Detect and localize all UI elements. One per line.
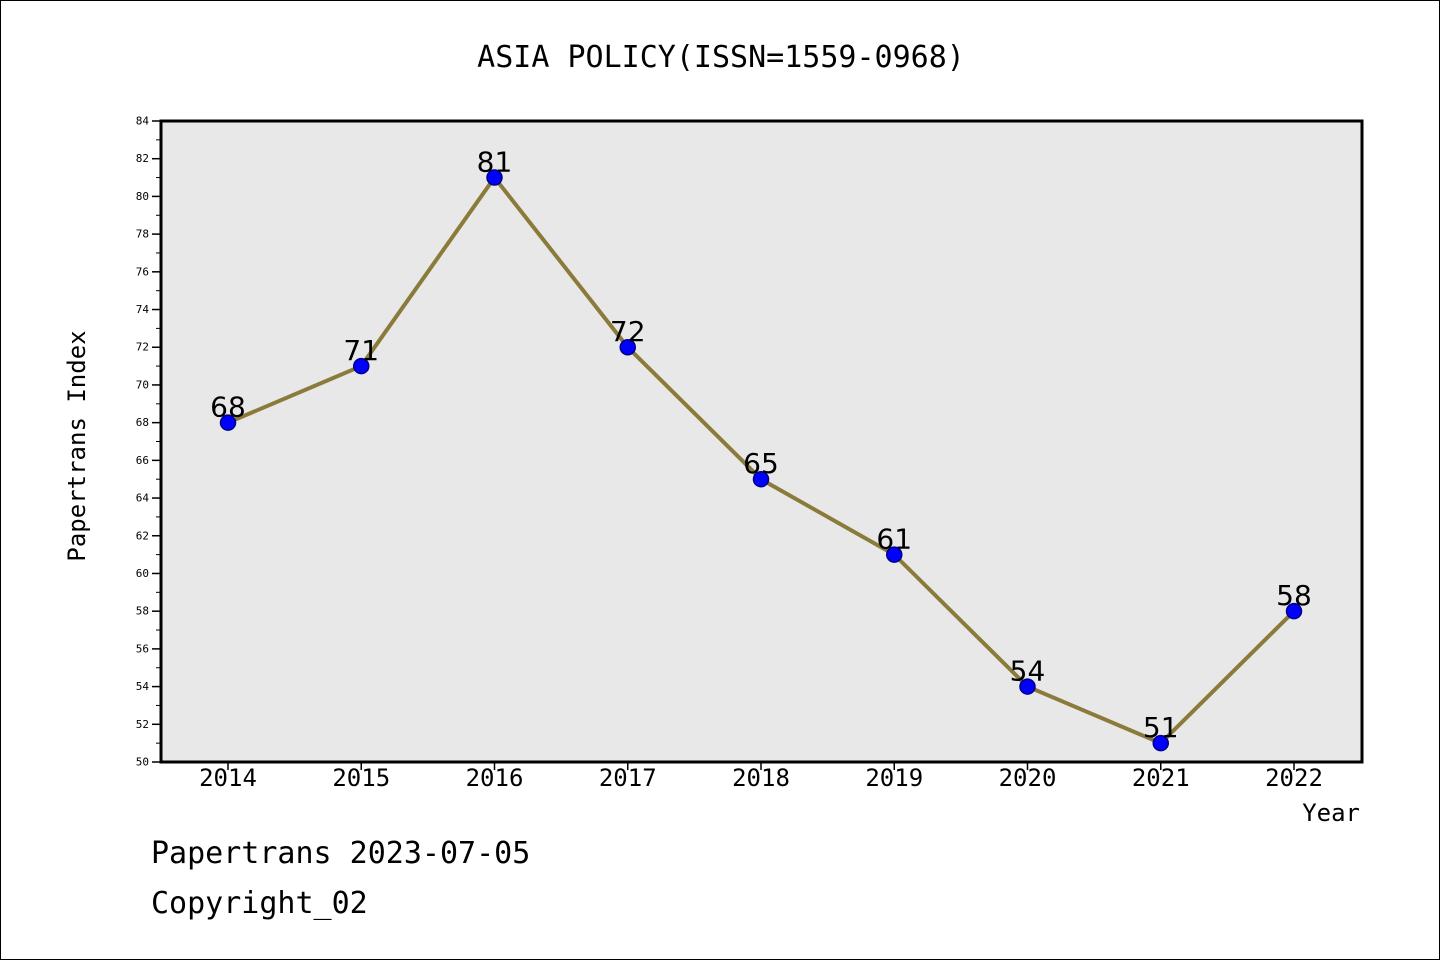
chart-title: ASIA POLICY(ISSN=1559-0968): [477, 40, 965, 75]
y-tick-label: 80: [136, 190, 149, 203]
y-tick-label: 56: [136, 642, 149, 655]
plot-area: [159, 119, 1364, 764]
y-tick-label: 84: [136, 115, 150, 128]
y-tick-label: 66: [136, 454, 149, 467]
y-tick-label: 76: [136, 265, 149, 278]
y-tick-label: 50: [136, 756, 149, 769]
x-tick-label: 2016: [466, 764, 524, 792]
data-label: 72: [610, 315, 646, 348]
data-label: 54: [1010, 655, 1046, 688]
data-label: 68: [210, 391, 246, 424]
data-point: [1152, 734, 1169, 752]
data-point: [752, 470, 770, 488]
x-tick-label: 2019: [865, 764, 923, 792]
y-tick-label: 70: [136, 378, 149, 391]
x-tick-label: 2017: [599, 764, 657, 792]
y-axis-label: Papertrans Index: [63, 330, 91, 561]
data-point: [1019, 678, 1036, 695]
data-point: [1285, 602, 1303, 620]
data-label: 58: [1276, 579, 1312, 612]
y-tick-label: 62: [136, 529, 149, 542]
data-point: [219, 414, 237, 431]
data-label: 81: [477, 146, 513, 179]
y-tick-label: 78: [136, 228, 149, 241]
y-tick-label: 74: [136, 303, 150, 316]
data-label: 51: [1143, 711, 1179, 744]
x-tick-label: 2020: [999, 764, 1057, 792]
y-tick-label: 68: [136, 416, 149, 429]
y-tick-label: 82: [136, 152, 149, 165]
y-axis: 50 52 54 56 58 60 62 64 66 68 70 72 74 76 78 80 82 84: [136, 115, 161, 769]
x-tick-label: 2018: [732, 764, 790, 792]
footer-copyright: Copyright_02: [151, 886, 368, 921]
data-point: [886, 546, 903, 563]
x-axis: 2014 2015 2016 2017 2018 2019 2020 2021 2022: [199, 762, 1323, 792]
y-tick-label: 72: [136, 341, 149, 354]
y-tick-label: 58: [136, 605, 149, 618]
x-tick-label: 2021: [1132, 764, 1190, 792]
data-point: [353, 357, 370, 375]
data-point: [486, 169, 503, 186]
y-tick-label: 52: [136, 718, 149, 731]
data-label: 61: [876, 523, 912, 556]
data-label: 71: [343, 334, 379, 367]
data-point: [619, 338, 636, 356]
x-tick-label: 2022: [1265, 764, 1323, 792]
footer-date: Papertrans 2023-07-05: [151, 836, 531, 871]
x-axis-label: Year: [1302, 799, 1360, 827]
y-tick-label: 60: [136, 567, 149, 580]
x-tick-label: 2015: [332, 764, 390, 792]
y-tick-label: 64: [136, 492, 150, 505]
series-group: 68 71 81 72 65 61 54 51 58: [210, 146, 1312, 752]
x-tick-label: 2014: [199, 764, 257, 792]
data-label: 65: [743, 447, 779, 480]
y-tick-label: 54: [136, 680, 150, 693]
